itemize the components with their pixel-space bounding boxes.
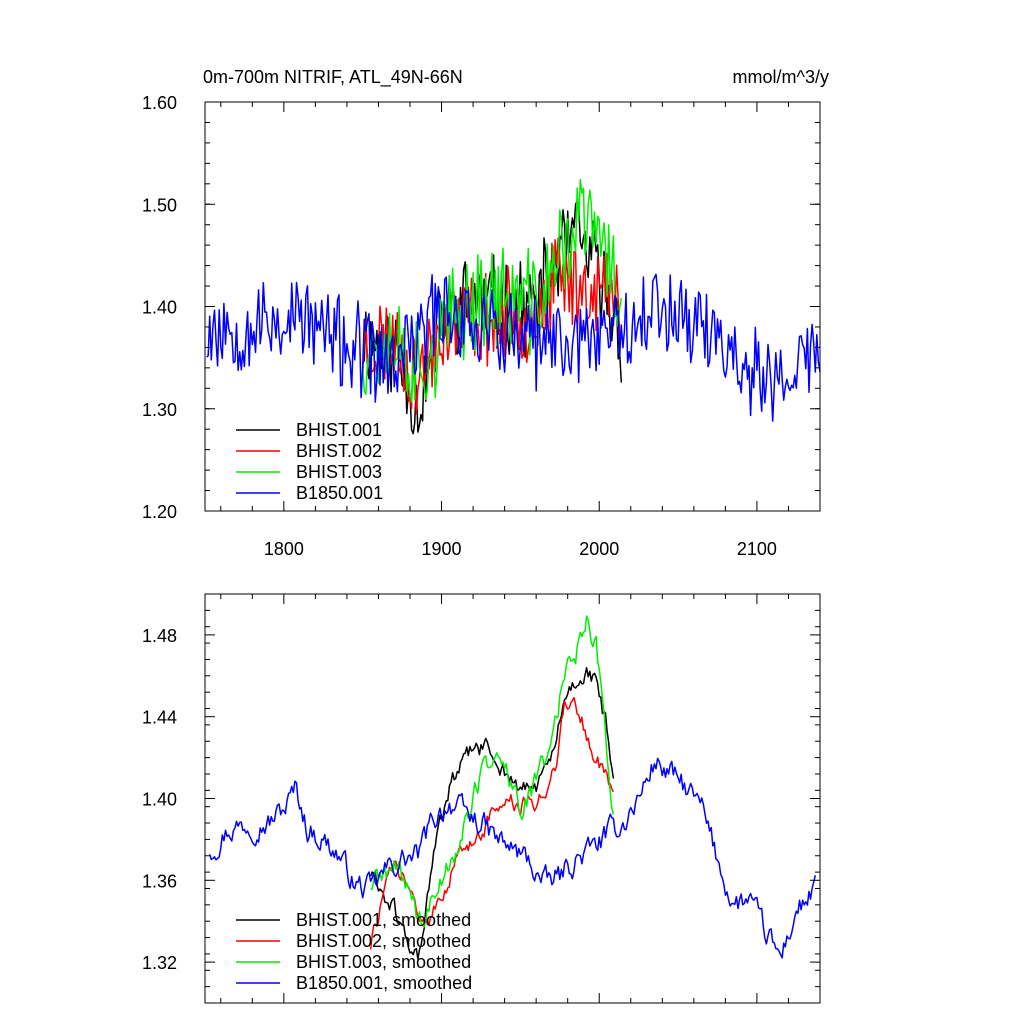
series-line-4 <box>208 757 817 959</box>
y-tick-label: 1.30 <box>142 400 177 420</box>
legend-label: BHIST.002 <box>296 441 382 461</box>
x-tick-label: 2000 <box>579 539 619 559</box>
x-tick-label: 1900 <box>422 539 462 559</box>
legend-label: BHIST.001 <box>296 420 382 440</box>
y-tick-label: 1.44 <box>142 708 177 728</box>
chart-bottom: 1.32 1.36 1.40 1.44 1.48 BHIST.001, smoothed… <box>142 593 821 1004</box>
y-tick-label: 1.48 <box>142 626 177 646</box>
units-label: mmol/m^3/y <box>733 67 829 87</box>
axis-ticks: 1.32 1.36 1.40 1.44 1.48 <box>142 593 821 1004</box>
legend-label: BHIST.003, smoothed <box>296 952 471 972</box>
y-tick-label: 1.40 <box>142 790 177 810</box>
chart-top: 0m-700m NITRIF, ATL_49N-66N mmol/m^3/y 1… <box>142 67 829 559</box>
legend-label: BHIST.003 <box>296 462 382 482</box>
x-tick-label: 2100 <box>737 539 777 559</box>
series-line-1 <box>369 666 615 960</box>
series-line-3 <box>370 615 615 928</box>
series-line-3 <box>361 179 623 403</box>
series-lines <box>208 615 817 960</box>
y-tick-label: 1.36 <box>142 871 177 891</box>
y-tick-label: 1.40 <box>142 298 177 318</box>
x-tick-label: 1800 <box>264 539 304 559</box>
y-tick-label: 1.60 <box>142 93 177 113</box>
y-tick-label: 1.32 <box>142 953 177 973</box>
series-line-2 <box>369 696 615 950</box>
y-tick-label: 1.50 <box>142 195 177 215</box>
legend-label: B1850.001, smoothed <box>296 973 472 993</box>
y-tick-label: 1.20 <box>142 502 177 522</box>
series-lines <box>206 179 821 435</box>
legend-label: BHIST.002, smoothed <box>296 931 471 951</box>
legend-label: BHIST.001, smoothed <box>296 910 471 930</box>
chart-title: 0m-700m NITRIF, ATL_49N-66N <box>203 67 463 88</box>
axis-ticks: 1800 1900 2000 2100 1.20 1.30 1.40 1.50 1.60 <box>142 93 821 559</box>
series-line-1 <box>362 200 623 435</box>
series-line-4 <box>206 273 821 422</box>
legend-label: B1850.001 <box>296 483 383 503</box>
